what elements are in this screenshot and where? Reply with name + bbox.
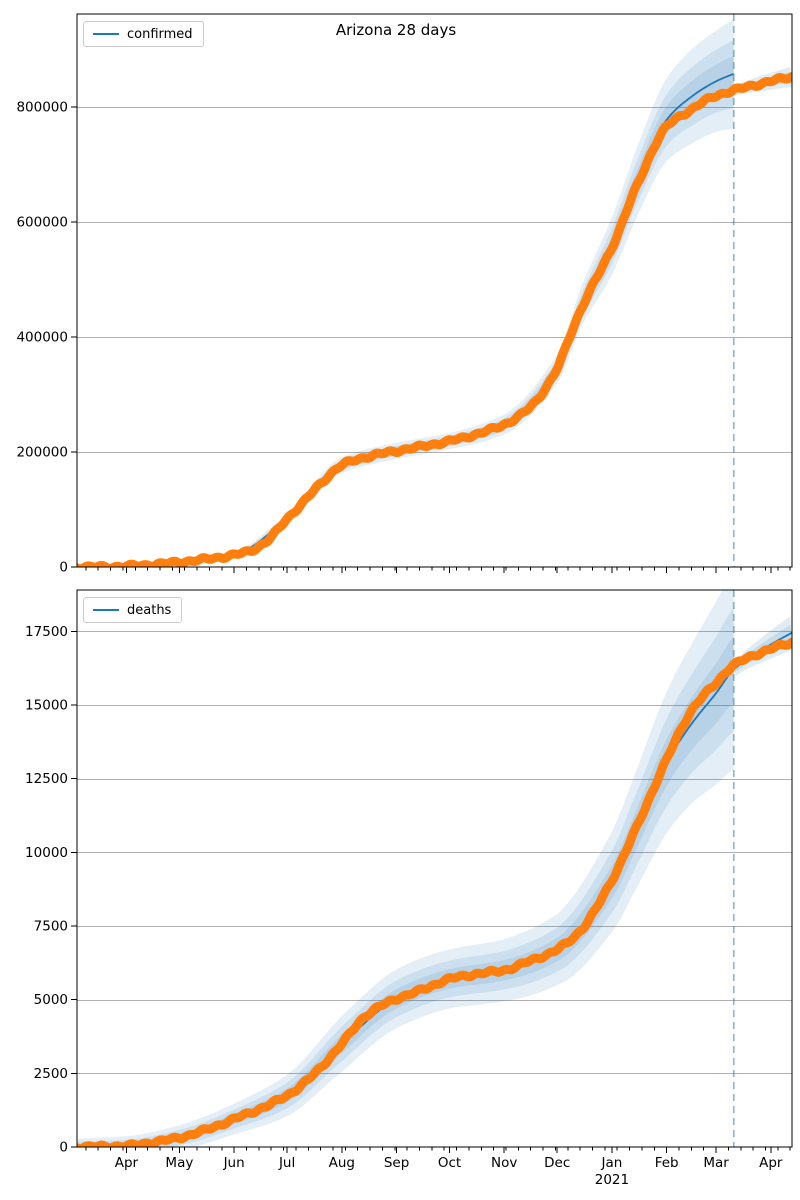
deaths-chart: 0 2500 5000 7500 10000 12500 15000 17500 xyxy=(25,589,793,1156)
svg-text:0: 0 xyxy=(59,1140,68,1156)
svg-text:200000: 200000 xyxy=(16,445,68,461)
svg-text:400000: 400000 xyxy=(16,330,68,346)
svg-text:Sep: Sep xyxy=(384,1155,409,1171)
svg-text:Apr: Apr xyxy=(759,1155,783,1171)
svg-text:Jul: Jul xyxy=(278,1155,295,1171)
svg-text:Feb: Feb xyxy=(655,1155,679,1171)
svg-text:May: May xyxy=(165,1155,193,1171)
confirmed-ticks xyxy=(71,106,791,573)
legend-confirmed: confirmed xyxy=(83,21,204,47)
svg-text:Apr: Apr xyxy=(115,1155,139,1171)
legend-line-icon xyxy=(93,609,119,611)
xtick-labels: Apr May Jun Jul Aug Sep Oct Nov Dec Jan Feb Mar Apr 2… xyxy=(115,1155,783,1188)
confirmed-grid xyxy=(77,107,792,453)
deaths-data-line xyxy=(77,637,792,1147)
svg-text:Aug: Aug xyxy=(329,1155,355,1171)
deaths-grid xyxy=(77,631,792,1074)
svg-text:Oct: Oct xyxy=(438,1155,461,1171)
confirmed-chart: 0 200000 400000 600000 800000 xyxy=(16,13,793,576)
svg-text:15000: 15000 xyxy=(25,697,68,713)
svg-text:17500: 17500 xyxy=(25,624,68,640)
confirmed-ytick-labels: 0 200000 400000 600000 800000 xyxy=(16,100,68,576)
deaths-ticks xyxy=(71,630,791,1153)
svg-text:7500: 7500 xyxy=(34,918,68,934)
confirmed-data-line xyxy=(77,72,792,567)
svg-text:0: 0 xyxy=(59,560,68,576)
year-label: 2021 xyxy=(595,1172,629,1188)
svg-text:Nov: Nov xyxy=(491,1155,517,1171)
svg-text:Mar: Mar xyxy=(703,1155,729,1171)
confirmed-axes-box xyxy=(76,13,793,568)
deaths-axes-box xyxy=(76,589,793,1148)
svg-text:600000: 600000 xyxy=(16,215,68,231)
deaths-ytick-labels: 0 2500 5000 7500 10000 12500 15000 17500 xyxy=(25,624,68,1156)
chart-title: Arizona 28 days xyxy=(335,21,457,39)
legend-deaths: deaths xyxy=(83,597,183,623)
svg-text:Dec: Dec xyxy=(544,1155,570,1171)
svg-text:Jan: Jan xyxy=(601,1155,623,1171)
svg-text:Jun: Jun xyxy=(223,1155,245,1171)
legend-line-icon xyxy=(93,33,119,35)
svg-text:800000: 800000 xyxy=(16,100,68,116)
svg-text:5000: 5000 xyxy=(34,992,68,1008)
legend-label-deaths: deaths xyxy=(127,602,172,618)
svg-text:2500: 2500 xyxy=(34,1066,68,1082)
svg-text:10000: 10000 xyxy=(25,845,68,861)
confirmed-fit-line xyxy=(77,72,735,567)
deaths-confidence-bands xyxy=(77,590,792,1147)
legend-label-confirmed: confirmed xyxy=(127,26,193,42)
svg-text:12500: 12500 xyxy=(25,771,68,787)
